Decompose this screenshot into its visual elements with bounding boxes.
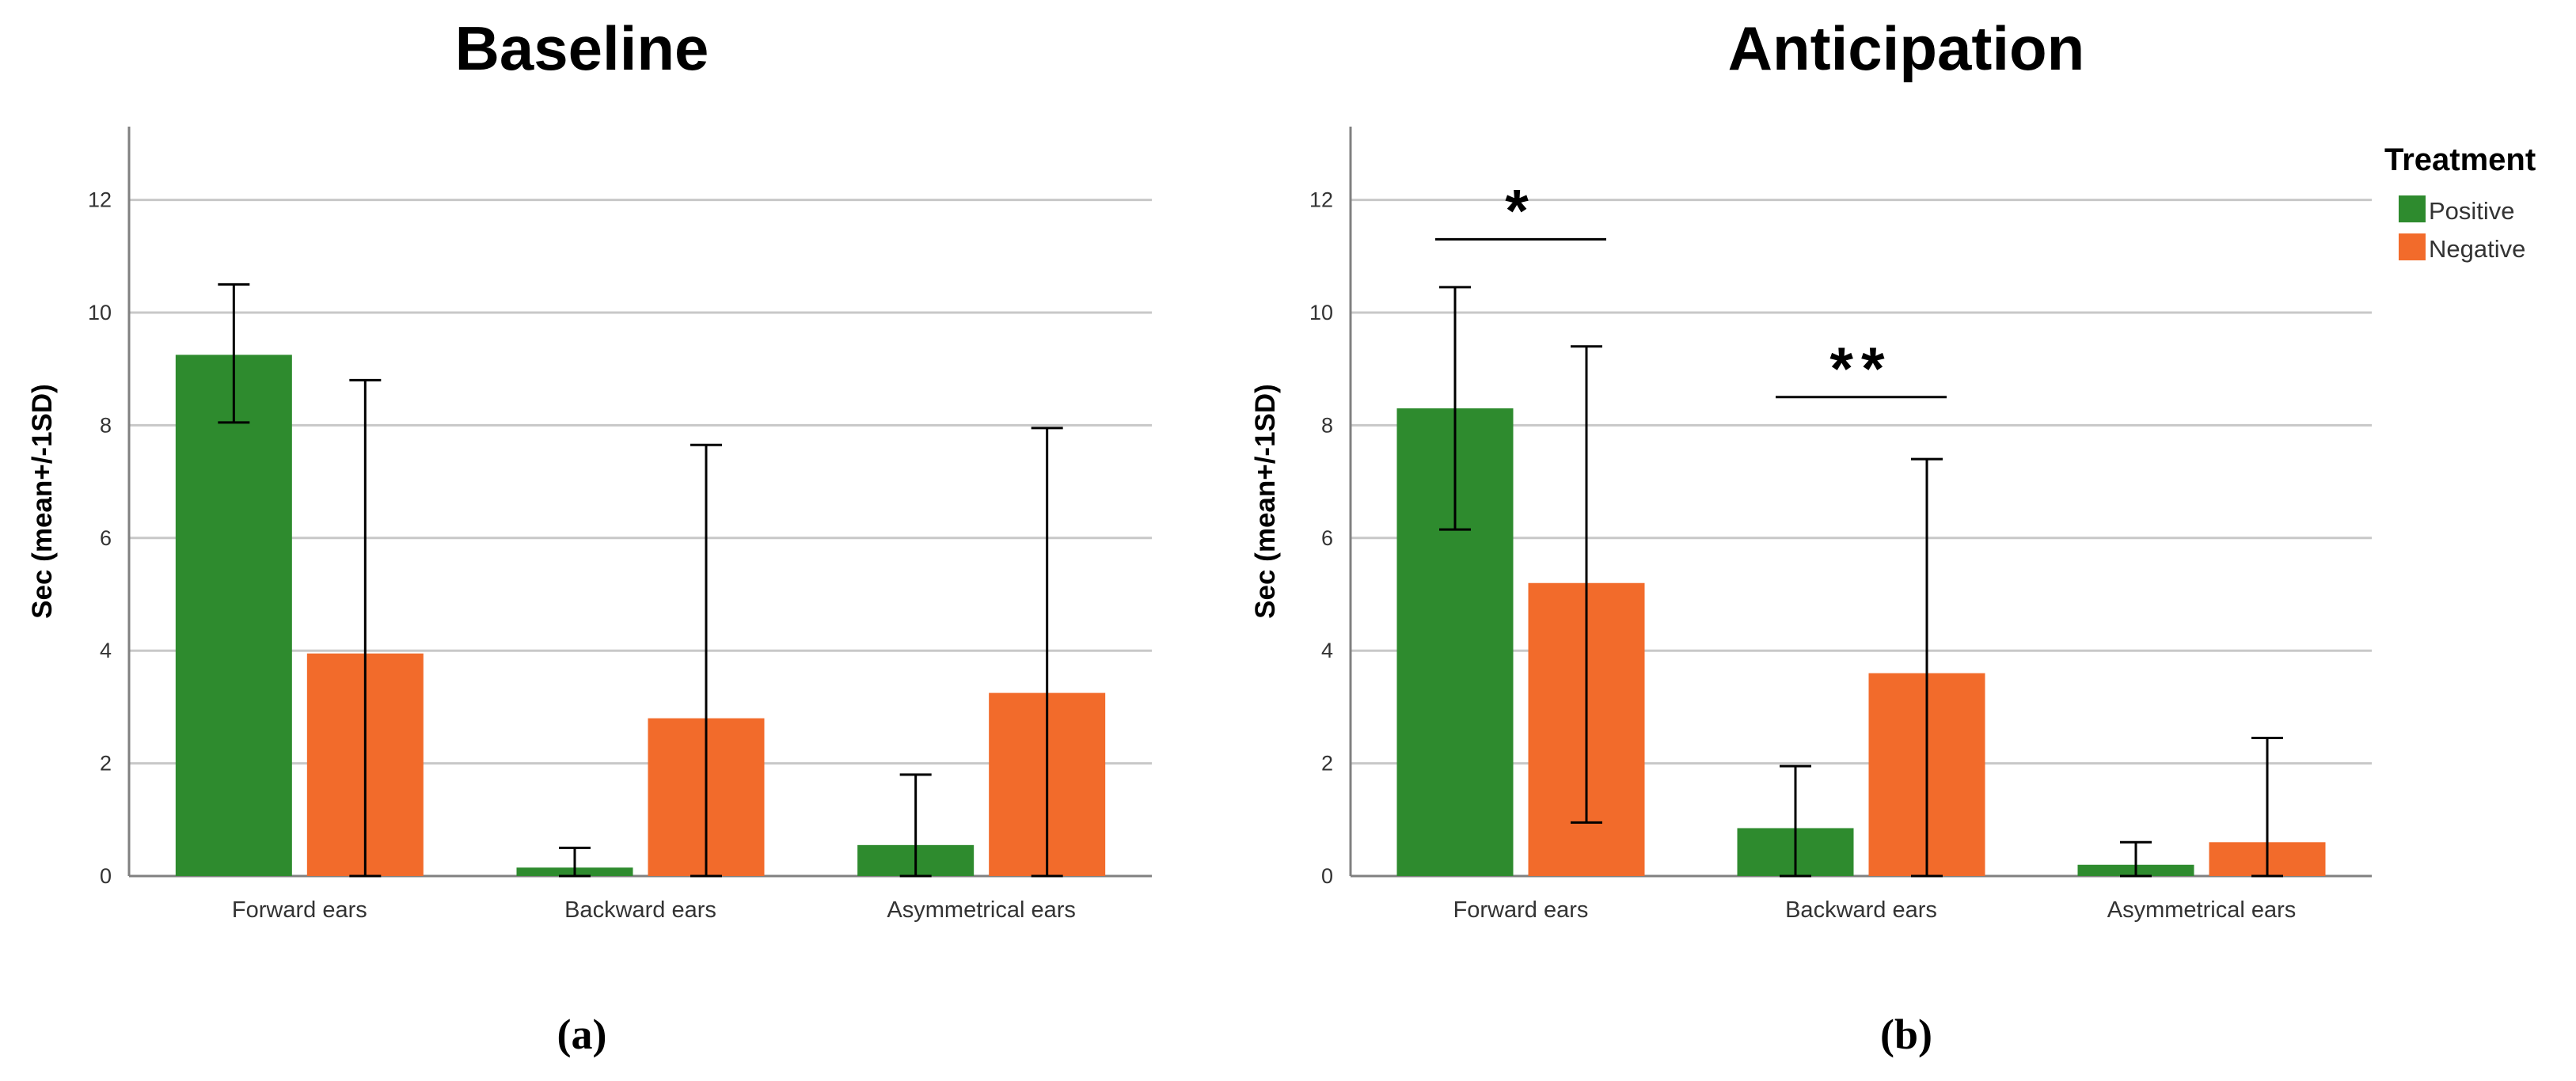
x-tick-label: Backward ears	[564, 897, 716, 923]
y-tick-label: 8	[100, 413, 112, 437]
chart-title: Anticipation	[1728, 13, 2085, 83]
y-axis-label: Sec (mean+/-1SD)	[1250, 384, 1281, 619]
y-tick-label: 2	[100, 752, 112, 776]
y-tick-label: 4	[100, 639, 112, 662]
panel-label: (b)	[1880, 1011, 1932, 1058]
x-tick-label: Forward ears	[1453, 897, 1589, 923]
y-tick-label: 4	[1321, 639, 1333, 662]
y-tick-label: 12	[1309, 188, 1333, 212]
chart-title: Baseline	[455, 13, 709, 83]
legend-label-negative: Negative	[2429, 235, 2525, 263]
panel-label: (a)	[557, 1011, 607, 1058]
legend-swatch-positive	[2399, 195, 2426, 222]
y-tick-label: 8	[1321, 413, 1333, 437]
x-tick-label: Asymmetrical ears	[887, 897, 1076, 923]
legend-label-positive: Positive	[2429, 197, 2515, 225]
legend-swatch-negative	[2399, 233, 2426, 260]
y-axis-label: Sec (mean+/-1SD)	[27, 384, 58, 619]
significance-marker: *	[1505, 177, 1537, 245]
y-tick-label: 10	[88, 301, 112, 324]
significance-marker: **	[1829, 336, 1892, 403]
y-tick-label: 2	[1321, 752, 1333, 776]
x-tick-label: Forward ears	[232, 897, 367, 923]
legend-title: Treatment	[2384, 142, 2536, 177]
bar-positive-forward-ears	[175, 355, 292, 876]
y-tick-label: 0	[100, 864, 112, 888]
y-tick-label: 12	[88, 188, 112, 212]
y-tick-label: 0	[1321, 864, 1333, 888]
y-tick-label: 10	[1309, 301, 1333, 324]
y-tick-label: 6	[100, 526, 112, 550]
x-tick-label: Backward ears	[1785, 897, 1937, 923]
x-tick-label: Asymmetrical ears	[2107, 897, 2297, 923]
y-tick-label: 6	[1321, 526, 1333, 550]
